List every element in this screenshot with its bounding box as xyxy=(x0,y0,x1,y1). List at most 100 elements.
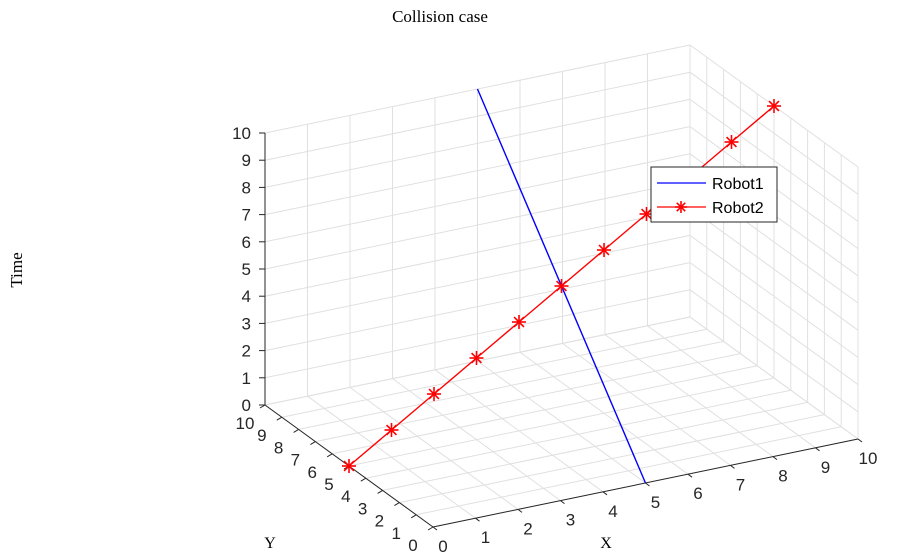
x-tick-label: 6 xyxy=(693,484,702,503)
x-tick-label: 9 xyxy=(821,458,830,477)
side-gridline-z xyxy=(689,98,859,222)
x-axis-label: X xyxy=(600,535,612,552)
floor-gridline-y xyxy=(281,328,707,418)
series-marker-robot2 xyxy=(427,387,441,401)
legend-asterisk xyxy=(675,201,687,213)
x-tick-label: 7 xyxy=(736,475,745,494)
z-tick-label: 0 xyxy=(242,396,251,415)
y-tick-label: 2 xyxy=(375,512,384,531)
y-tick-mark xyxy=(410,514,417,519)
y-axis-label: Y xyxy=(264,535,276,552)
y-tick-label: 8 xyxy=(274,438,283,457)
x-tick-label: 4 xyxy=(608,502,617,521)
series-marker-robot2 xyxy=(724,135,739,149)
x-tick-mark xyxy=(772,456,778,461)
legend-marker-robot2 xyxy=(675,201,687,213)
y-tick-label: 9 xyxy=(257,426,266,445)
floor-gridline-y xyxy=(365,389,791,479)
back-gridline-z xyxy=(264,153,691,243)
y-tick-mark xyxy=(427,526,434,531)
series-marker-robot2 xyxy=(512,315,526,329)
back-gridline-z xyxy=(264,71,691,161)
floor-gridline-y xyxy=(348,377,775,467)
floor-gridline-y xyxy=(416,426,842,516)
series-marker-robot2 xyxy=(384,423,399,437)
x-tick-mark xyxy=(645,482,650,487)
y-tick-label: 0 xyxy=(408,536,417,555)
side-gridline-z xyxy=(689,207,859,331)
floor-gridline-y xyxy=(332,365,758,455)
x-tick-mark xyxy=(687,473,693,478)
back-gridline-z xyxy=(264,234,691,324)
x-tick-label: 5 xyxy=(651,493,660,512)
legend-label-robot1: Robot1 xyxy=(712,176,764,193)
y-tick-label: 3 xyxy=(358,499,367,518)
z-tick-label: 10 xyxy=(232,124,251,143)
z-tick-label: 1 xyxy=(242,369,251,388)
y-tick-label: 10 xyxy=(236,414,255,433)
series-marker-robot2 xyxy=(554,279,569,293)
side-gridline-z xyxy=(689,289,859,413)
series-marker-robot2 xyxy=(767,99,781,113)
legend: Robot1 Robot2 xyxy=(650,166,778,223)
y-tick-mark xyxy=(377,489,383,494)
x-tick-label: 1 xyxy=(481,528,490,547)
side-gridline-z xyxy=(689,71,859,195)
y-tick-label: 6 xyxy=(307,463,316,482)
x-tick-label: 0 xyxy=(438,537,447,556)
x-tick-mark xyxy=(730,464,735,469)
side-gridline-z xyxy=(689,234,859,358)
y-tick-mark xyxy=(326,453,333,458)
y-tick-mark xyxy=(394,502,400,507)
floor-gridline-y xyxy=(315,353,741,443)
z-tick-label: 9 xyxy=(242,151,251,170)
x-tick-mark xyxy=(475,517,480,522)
y-tick-mark xyxy=(276,416,283,421)
legend-box xyxy=(650,166,778,223)
x-tick-mark xyxy=(602,491,608,496)
back-gridline-z xyxy=(264,289,691,379)
x-tick-mark xyxy=(517,508,523,513)
floor-gridline-y xyxy=(399,414,825,504)
x-tick-mark xyxy=(560,500,565,505)
y-tick-label: 5 xyxy=(324,475,333,494)
side-gridline-z xyxy=(689,316,859,440)
series-marker-robot2 xyxy=(342,459,356,473)
x-tick-label: 2 xyxy=(523,519,532,538)
z-tick-label: 6 xyxy=(242,233,251,252)
series-marker-robot2 xyxy=(597,243,611,257)
z-axis-label: Time xyxy=(7,252,26,287)
chart-title: Collision case xyxy=(392,7,488,26)
z-tick-label: 4 xyxy=(242,287,251,306)
y-tick-label: 4 xyxy=(341,487,350,506)
back-gridline-z xyxy=(264,316,691,406)
y-tick-mark xyxy=(310,441,316,446)
x-tick-label: 10 xyxy=(859,449,878,468)
z-tick-label: 8 xyxy=(242,178,251,197)
x-tick-mark xyxy=(432,526,438,531)
series-layer xyxy=(342,88,781,484)
z-tick-label: 2 xyxy=(242,342,251,361)
x-tick-mark xyxy=(815,447,820,452)
series-marker-robot2 xyxy=(469,351,484,365)
z-tick-label: 5 xyxy=(242,260,251,279)
floor-gridline-y xyxy=(298,340,724,430)
side-gridline-z xyxy=(689,262,859,386)
x-tick-label: 8 xyxy=(778,467,787,486)
legend-label-robot2: Robot2 xyxy=(712,200,764,217)
x-tick-mark xyxy=(857,438,863,443)
y-tick-label: 1 xyxy=(391,524,400,543)
back-gridline-z xyxy=(264,262,691,352)
x-tick-label: 3 xyxy=(566,511,575,530)
back-gridline-z xyxy=(264,180,691,270)
floor-gridline-y xyxy=(382,401,808,491)
z-tick-label: 3 xyxy=(242,314,251,333)
y-tick-mark xyxy=(293,428,299,433)
back-gridline-z xyxy=(264,126,691,216)
back-gridline-z xyxy=(264,207,691,297)
back-gridline-z xyxy=(264,98,691,188)
y-tick-mark xyxy=(360,477,367,482)
y-tick-label: 7 xyxy=(291,451,300,470)
